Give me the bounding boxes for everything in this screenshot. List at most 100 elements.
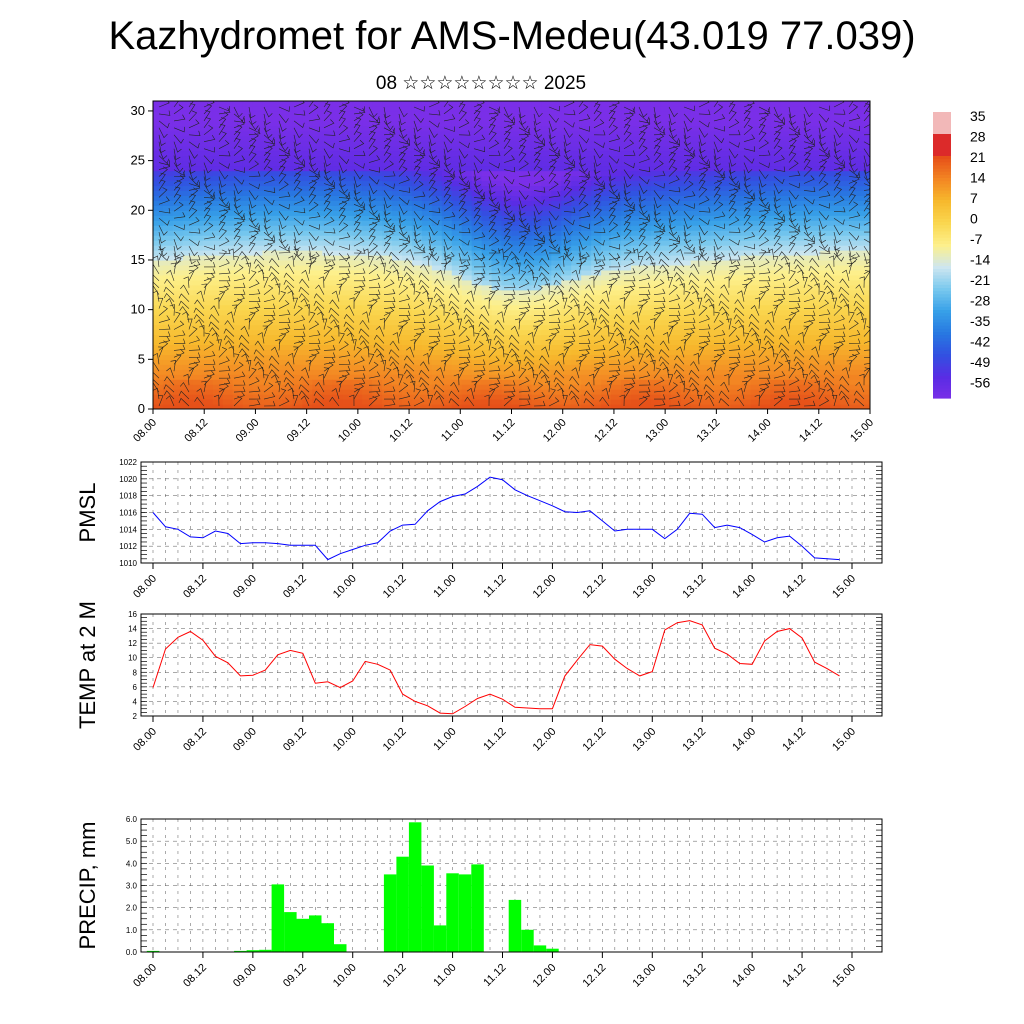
heatmap-cell [511, 165, 523, 172]
heatmap-cell [212, 354, 224, 360]
heatmap-cell [411, 309, 423, 316]
wind-barb [208, 321, 220, 330]
heatmap-cell [411, 230, 423, 236]
heatmap-cell [182, 110, 194, 117]
heatmap-cell [591, 195, 602, 201]
heatmap-cell [421, 205, 433, 211]
heatmap-cell [531, 404, 542, 409]
wind-barb [203, 359, 216, 365]
heatmap-cell [750, 145, 762, 152]
heatmap-cell [451, 250, 463, 256]
heatmap-cell [401, 225, 413, 231]
heatmap-cell [850, 140, 861, 147]
heatmap-cell [850, 135, 861, 142]
heatmap-cell [501, 130, 513, 137]
heatmap-cell [650, 319, 662, 326]
heatmap-cell [372, 324, 383, 331]
heatmap-cell [282, 374, 294, 380]
heatmap-cell [611, 274, 622, 281]
heatmap-cell [182, 235, 194, 241]
heatmap-cell [342, 259, 353, 266]
heatmap-cell [431, 329, 443, 336]
heatmap-cell [601, 319, 612, 326]
heatmap-cell [511, 235, 523, 241]
heatmap-cell [860, 384, 870, 390]
heatmap-cell [631, 389, 642, 395]
heatmap-cell [372, 279, 383, 286]
heatmap-cell [790, 185, 801, 192]
heatmap-cell [192, 165, 204, 172]
heatmap-cell [312, 135, 323, 142]
heatmap-cell [860, 334, 870, 341]
heatmap-cell [730, 101, 742, 107]
wind-barb [278, 153, 290, 163]
heatmap-cell [840, 250, 851, 256]
heatmap-cell [362, 165, 373, 172]
heatmap-cell [212, 264, 224, 271]
heatmap-cell [362, 379, 373, 385]
heatmap-cell [212, 245, 224, 251]
heatmap-cell [730, 200, 742, 206]
heatmap-cell [541, 304, 552, 311]
heatmap-cell [581, 304, 592, 311]
heatmap-cell [670, 175, 682, 182]
heatmap-cell [760, 255, 772, 261]
heatmap-cell [660, 200, 672, 206]
heatmap-cell [212, 384, 224, 390]
heatmap-cell [670, 314, 682, 321]
heatmap-cell [312, 274, 323, 281]
heatmap-cell [561, 145, 572, 152]
heatmap-cell [800, 344, 811, 350]
heatmap-cell [760, 180, 772, 187]
wind-barb [173, 101, 179, 108]
heatmap-cell [640, 344, 652, 350]
heatmap-cell [461, 399, 473, 405]
heatmap-cell [202, 105, 214, 112]
heatmap-cell [441, 374, 453, 380]
heatmap-cell [342, 240, 353, 246]
heatmap-cell [362, 299, 373, 306]
heatmap-cell [700, 294, 712, 301]
heatmap-cell [581, 230, 592, 236]
heatmap-cell [192, 294, 204, 301]
heatmap-cell [401, 215, 413, 221]
heatmap-cell [790, 205, 801, 211]
heatmap-cell [362, 230, 373, 236]
heatmap-cell [332, 399, 343, 405]
heatmap-cell [601, 185, 612, 192]
heatmap-cell [411, 160, 423, 167]
heatmap-cell [352, 324, 363, 331]
heatmap-cell [481, 105, 493, 112]
heatmap-cell [272, 210, 284, 216]
heatmap-cell [640, 264, 652, 271]
heatmap-cell [342, 105, 353, 112]
wind-barb [292, 395, 299, 407]
heatmap-cell [302, 165, 313, 172]
heatmap-cell [730, 399, 742, 405]
heatmap-cell [182, 319, 194, 326]
heatmap-cell [511, 240, 523, 246]
heatmap-cell [611, 165, 622, 172]
heatmap-cell [531, 101, 542, 107]
heatmap-cell [302, 185, 313, 192]
heatmap-cell [382, 394, 393, 400]
heatmap-cell [392, 210, 403, 216]
heatmap-cell [541, 120, 552, 127]
heatmap-cell [571, 101, 582, 107]
heatmap-cell [461, 269, 473, 276]
heatmap-cell [760, 230, 772, 236]
heatmap-cell [611, 155, 622, 162]
heatmap-cell [820, 309, 831, 316]
wind-barb [233, 235, 241, 247]
heatmap-cell [660, 379, 672, 385]
heatmap-cell [670, 359, 682, 365]
heatmap-cell [650, 115, 662, 122]
heatmap-cell [700, 155, 712, 162]
heatmap-cell [511, 374, 523, 380]
heatmap-cell [640, 200, 652, 206]
heatmap-cell [292, 369, 303, 375]
heatmap-cell [710, 339, 722, 346]
heatmap-cell [591, 384, 602, 390]
heatmap-cell [760, 349, 772, 355]
heatmap-cell [531, 170, 542, 177]
